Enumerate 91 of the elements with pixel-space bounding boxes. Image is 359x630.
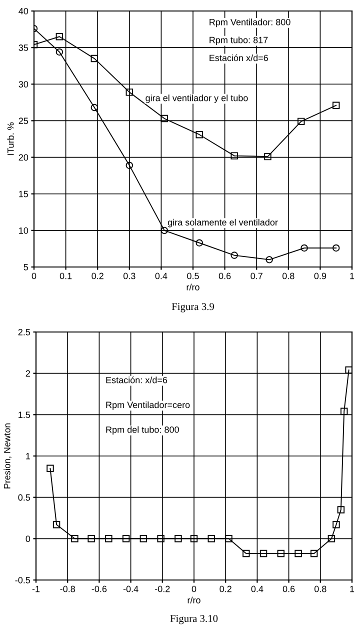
y-tick-label: 15 xyxy=(19,190,28,198)
annotation: Estación: x/d=6 xyxy=(106,376,168,384)
point xyxy=(71,535,78,542)
point xyxy=(277,550,285,558)
y-tick-label: 30 xyxy=(18,81,28,88)
y-tick-label: 0 xyxy=(26,536,30,542)
x-tick-label: -0.2 xyxy=(155,586,170,592)
point xyxy=(90,54,98,62)
x-tick-label: 0.7 xyxy=(250,272,262,280)
point xyxy=(225,535,232,542)
y-axis-title: Presion, Newton xyxy=(4,423,12,488)
point xyxy=(332,521,340,528)
annotation: gira solamente el ventilador xyxy=(168,218,278,228)
x-tick-label: 0.4 xyxy=(251,586,264,592)
point xyxy=(264,152,272,160)
point xyxy=(242,550,250,558)
annotation: Estación x/d=6 xyxy=(210,54,268,62)
point xyxy=(230,152,238,160)
point xyxy=(196,131,203,138)
x-tick-label: 0.3 xyxy=(123,272,136,280)
x-tick-label: 0.8 xyxy=(314,586,326,592)
point xyxy=(122,535,130,542)
y-tick-label: 2 xyxy=(26,370,30,377)
y-tick-label: 1 xyxy=(26,453,30,460)
x-tick-label: 0 xyxy=(192,586,196,592)
text: Figura 3.10 xyxy=(170,614,218,624)
x-axis-title: r/ro xyxy=(188,596,200,604)
point xyxy=(157,535,164,542)
y-tick-label: 0.5 xyxy=(18,494,30,501)
x-tick-label: 0.1 xyxy=(60,272,72,280)
point xyxy=(52,521,60,528)
x-tick-label: 0.6 xyxy=(218,272,231,280)
point xyxy=(56,32,64,40)
x-tick-label: 1 xyxy=(350,586,354,592)
x-tick-label: 0.2 xyxy=(220,586,232,592)
annotation: gira el ventilador y el tubo xyxy=(146,94,248,103)
y-tick-label: 20 xyxy=(18,154,28,161)
point xyxy=(88,535,95,542)
x-tick-label: 0.4 xyxy=(155,272,168,280)
point xyxy=(160,114,168,122)
x-tick-label: -1 xyxy=(32,586,40,592)
point xyxy=(208,535,215,542)
point xyxy=(328,535,336,542)
point xyxy=(196,239,203,246)
x-tick-label: 1 xyxy=(350,272,354,280)
x-tick-label: 0.2 xyxy=(92,272,104,280)
point xyxy=(90,104,98,112)
y-tick-label: 5 xyxy=(24,264,28,270)
y-tick-label: 35 xyxy=(18,44,28,51)
y-axis-title: ITurb. % xyxy=(7,122,14,156)
point xyxy=(126,162,134,169)
point xyxy=(337,506,345,514)
x-axis-title: r/ro xyxy=(186,284,200,290)
point xyxy=(340,408,348,415)
annotation: Rpm tubo: 817 xyxy=(210,36,268,46)
x-tick-label: 0.5 xyxy=(187,272,199,280)
point xyxy=(230,252,238,259)
point xyxy=(345,366,352,374)
y-tick-label: 1.5 xyxy=(18,412,30,418)
point xyxy=(294,550,302,558)
point xyxy=(174,535,182,542)
x-tick-label: -0.8 xyxy=(60,586,75,592)
point xyxy=(46,464,54,472)
point xyxy=(300,244,308,252)
x-tick-label: 0 xyxy=(32,272,36,280)
y-tick-label: 10 xyxy=(19,227,28,234)
x-tick-label: 0.9 xyxy=(314,272,326,280)
x-tick-label: 0.6 xyxy=(282,586,295,592)
text: Figura 3.9 xyxy=(172,303,214,312)
x-tick-label: 0.8 xyxy=(282,272,294,280)
point xyxy=(140,535,148,542)
point xyxy=(266,256,273,264)
annotation: Rpm Ventilador: 800 xyxy=(210,18,290,28)
y-tick-label: 25 xyxy=(18,118,28,124)
point xyxy=(56,48,64,56)
annotation: Rpm del tubo: 800 xyxy=(106,426,179,435)
point xyxy=(332,244,340,252)
point xyxy=(160,226,168,234)
annotation: Rpm Ventilador=cero xyxy=(106,401,190,410)
y-tick-label: 40 xyxy=(18,8,28,14)
y-tick-label: 2.5 xyxy=(18,328,30,336)
x-tick-label: -0.6 xyxy=(92,586,107,592)
point xyxy=(260,550,268,558)
y-tick-label: -0.5 xyxy=(15,576,30,584)
point xyxy=(332,102,340,109)
point xyxy=(105,535,112,542)
point xyxy=(298,118,305,126)
point xyxy=(190,535,198,542)
point xyxy=(126,88,134,96)
point xyxy=(310,550,318,558)
x-tick-label: -0.4 xyxy=(123,586,138,592)
